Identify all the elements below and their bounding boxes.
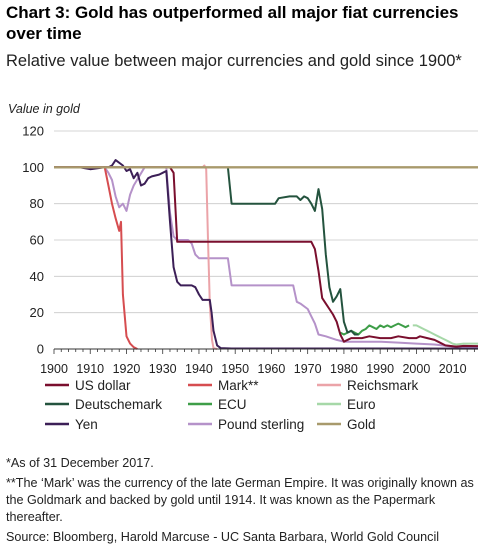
legend-label-us-dollar: US dollar <box>75 378 131 393</box>
x-tick-label: 1950 <box>221 362 249 376</box>
y-tick-label: 40 <box>30 269 44 284</box>
x-tick-label: 1940 <box>185 362 213 376</box>
y-tick-label: 20 <box>30 305 44 320</box>
series-lines <box>54 159 479 350</box>
x-axis: 1900 1910 1920 1930 1940 1950 1960 1970 1980 1990… <box>40 348 478 376</box>
x-tick-label: 1910 <box>76 362 104 376</box>
legend-label-pound-sterling: Pound sterling <box>218 417 304 432</box>
series-line-ecu <box>339 322 410 336</box>
legend-label-euro: Euro <box>347 397 376 412</box>
legend-label-ecu: ECU <box>218 397 247 412</box>
x-tick-label: 2000 <box>402 362 430 376</box>
y-tick-label: 100 <box>22 160 44 175</box>
legend-label-mark: Mark** <box>218 378 259 393</box>
x-tick-label: 2010 <box>439 362 467 376</box>
series-line-yen <box>54 159 479 350</box>
legend-label-deutschemark: Deutschemark <box>75 397 162 412</box>
footnote-date: *As of 31 December 2017. <box>6 456 154 470</box>
footnote-mark: **The ‘Mark’ was the currency of the lat… <box>6 476 474 524</box>
y-axis-label: Value in gold <box>8 102 81 116</box>
chart-title: Chart 3: Gold has outperformed all major… <box>6 3 459 43</box>
y-axis-ticks: 0 20 40 60 80 100 120 <box>22 124 44 357</box>
y-tick-label: 60 <box>30 233 44 248</box>
series-line-mark <box>54 166 138 350</box>
x-tick-label: 1920 <box>113 362 141 376</box>
x-tick-label: 1960 <box>258 362 286 376</box>
x-tick-label: 1930 <box>149 362 177 376</box>
series-line-euro <box>412 324 478 346</box>
series-line-us-dollar <box>54 166 479 348</box>
series-line-deutschemark <box>226 167 359 336</box>
x-tick-label: 1990 <box>366 362 394 376</box>
legend-label-yen: Yen <box>75 417 98 432</box>
x-tick-label: 1970 <box>294 362 322 376</box>
series-line-pound-sterling <box>54 166 479 348</box>
x-tick-label: 1900 <box>40 362 68 376</box>
legend: US dollar Mark** Reichsmark Deutschemark ECU… <box>45 378 419 432</box>
source-note: Source: Bloomberg, Harold Marcuse - UC S… <box>6 530 440 544</box>
chart-subtitle: Relative value between major currencies … <box>6 52 462 70</box>
x-tick-label: 1980 <box>330 362 358 376</box>
y-tick-label: 0 <box>37 342 44 357</box>
legend-label-gold: Gold <box>347 417 376 432</box>
legend-label-reichsmark: Reichsmark <box>347 378 419 393</box>
footnotes: *As of 31 December 2017. **The ‘Mark’ wa… <box>6 455 486 546</box>
y-tick-label: 80 <box>30 196 44 211</box>
y-tick-label: 120 <box>22 124 44 139</box>
